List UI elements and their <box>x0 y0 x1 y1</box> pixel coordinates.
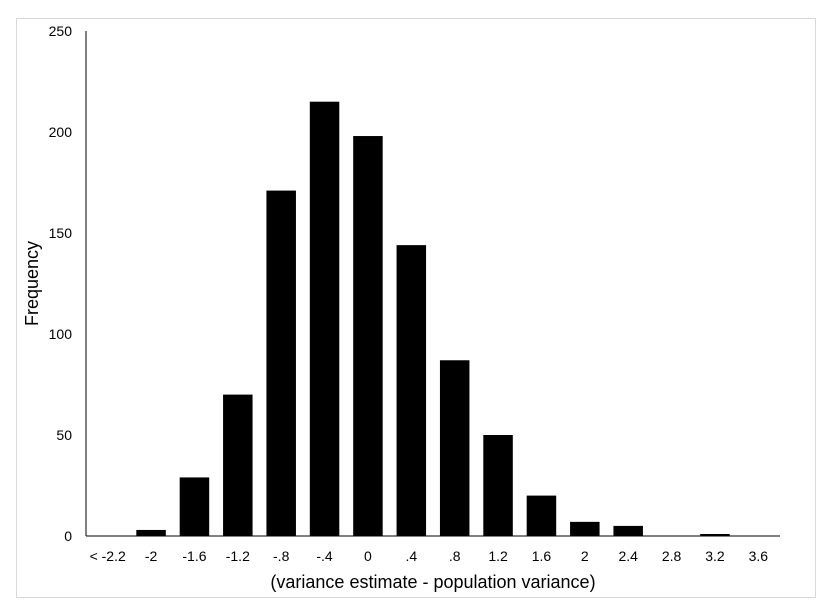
x-tick-label: 1.6 <box>532 548 552 564</box>
x-tick-label: -.4 <box>316 548 333 564</box>
bar-9 <box>483 435 513 536</box>
x-tick-label: 3.6 <box>749 548 769 564</box>
bar-7 <box>396 245 427 536</box>
x-tick-label: 2 <box>581 548 589 564</box>
x-tick-label: -2 <box>145 548 158 564</box>
x-tick-label: .4 <box>405 548 417 564</box>
x-tick-label: 2.8 <box>662 548 682 564</box>
bar-2 <box>179 477 210 536</box>
y-tick-label: 200 <box>49 124 73 140</box>
x-tick-label: -1.2 <box>226 548 250 564</box>
x-tick-label: .8 <box>449 548 461 564</box>
bar-6 <box>353 136 383 537</box>
y-tick-label: 150 <box>49 225 73 241</box>
bar-8 <box>439 360 470 536</box>
y-tick-label: 50 <box>56 427 72 443</box>
x-tick-label: 2.4 <box>618 548 638 564</box>
bar-1 <box>136 529 166 536</box>
x-tick-label: 3.2 <box>705 548 725 564</box>
bars-group <box>136 101 730 537</box>
bar-10 <box>526 495 557 536</box>
bar-4 <box>266 190 296 536</box>
bar-5 <box>309 101 340 536</box>
x-tick-label: < -2.2 <box>90 548 126 564</box>
x-tick-label: -1.6 <box>182 548 206 564</box>
bar-3 <box>223 394 253 536</box>
x-axis-title: (variance estimate - population variance… <box>270 572 595 592</box>
x-tick-label: 0 <box>364 548 372 564</box>
y-tick-label: 0 <box>64 528 72 544</box>
y-tick-label: 100 <box>49 326 73 342</box>
y-tick-label: 250 <box>49 23 73 39</box>
bar-11 <box>570 521 600 536</box>
y-tick-labels: 0 50 100 150 200 250 <box>49 23 73 544</box>
y-axis-title: Frequency <box>22 241 42 326</box>
x-tick-labels: < -2.2 -2 -1.6 -1.2 -.8 -.4 0 .4 .8 1.2 1.6 2 2.4 2.8… <box>90 548 769 564</box>
x-tick-label: 1.2 <box>488 548 508 564</box>
bar-12 <box>613 525 643 536</box>
x-tick-label: -.8 <box>273 548 290 564</box>
bar-14 <box>700 533 730 536</box>
